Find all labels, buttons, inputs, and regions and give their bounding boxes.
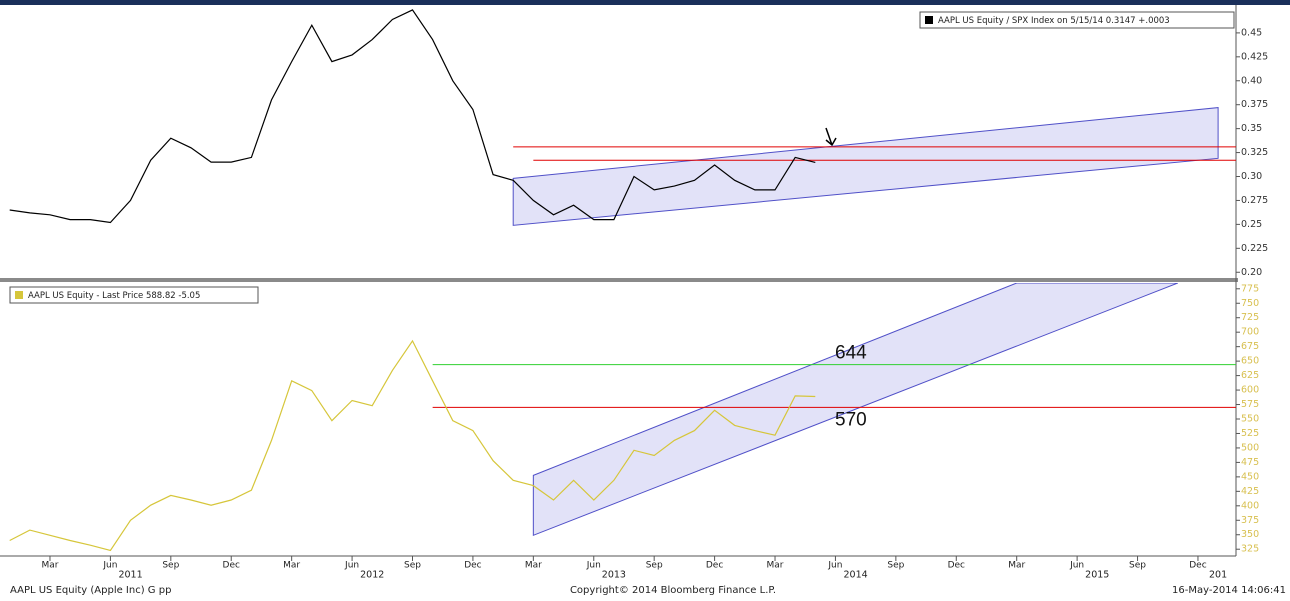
- x-tick-label: Mar: [767, 561, 784, 571]
- y-tick-label: 725: [1241, 312, 1259, 323]
- y-tick-label: 575: [1241, 399, 1259, 410]
- y-tick-label: 325: [1241, 544, 1259, 555]
- top-border: [0, 0, 1290, 5]
- x-tick-label: Jun: [586, 561, 601, 571]
- y-tick-label: 500: [1241, 442, 1259, 453]
- x-tick-label: Dec: [464, 561, 481, 571]
- x-tick-label: Sep: [1129, 561, 1146, 571]
- x-year-label: 2011: [118, 570, 142, 581]
- x-tick-label: Dec: [1189, 561, 1206, 571]
- arrow-annotation: [825, 127, 837, 147]
- x-tick-label: Sep: [887, 561, 904, 571]
- x-tick-label: Jun: [102, 561, 117, 571]
- x-tick-label: Jun: [1069, 561, 1084, 571]
- price-line: [9, 339, 816, 552]
- x-tick-label: Sep: [646, 561, 663, 571]
- y-tick-label: 0.45: [1241, 27, 1262, 38]
- y-tick-label: 0.25: [1241, 219, 1262, 230]
- trend-channel: [532, 283, 1179, 537]
- footer-right: 16-May-2014 14:06:41: [1172, 585, 1286, 596]
- y-tick-label: 525: [1241, 428, 1259, 439]
- x-tick-label: Sep: [162, 561, 179, 571]
- x-year-label: 2013: [602, 570, 626, 581]
- y-tick-label: 425: [1241, 486, 1259, 497]
- y-tick-label: 375: [1241, 515, 1259, 526]
- level-label: 570: [835, 409, 867, 430]
- x-tick-label: Mar: [1008, 561, 1025, 571]
- legend-label: AAPL US Equity / SPX Index on 5/15/14 0.…: [938, 16, 1170, 26]
- y-tick-label: 550: [1241, 414, 1259, 425]
- y-tick-label: 475: [1241, 457, 1259, 468]
- x-tick-label: Dec: [706, 561, 723, 571]
- x-year-label: 2015: [1085, 570, 1109, 581]
- x-tick-label: Jun: [827, 561, 842, 571]
- footer-left: AAPL US Equity (Apple Inc) G pp: [10, 585, 171, 596]
- y-tick-label: 0.30: [1241, 171, 1262, 182]
- x-tick-label: Mar: [283, 561, 300, 571]
- trend-channel: [512, 107, 1219, 226]
- y-tick-label: 0.20: [1241, 267, 1262, 278]
- y-tick-label: 600: [1241, 385, 1259, 396]
- x-tick-label: Jun: [344, 561, 359, 571]
- panel-divider: [0, 278, 1238, 282]
- x-tick-label: Mar: [525, 561, 542, 571]
- y-tick-label: 0.425: [1241, 51, 1268, 62]
- x-tick-label: Mar: [41, 561, 58, 571]
- x-tick-label: Dec: [948, 561, 965, 571]
- legend-label: AAPL US Equity - Last Price 588.82 -5.05: [28, 291, 200, 301]
- y-tick-label: 650: [1241, 356, 1259, 367]
- legend-swatch: [15, 291, 23, 299]
- plot-layer: 0.20 0.225 0.25 0.275 0.30 0.325 0.35 0.375 0.40…: [9, 9, 1268, 581]
- y-tick-label: 625: [1241, 370, 1259, 381]
- y-tick-label: 0.225: [1241, 243, 1268, 254]
- x-year-label: 201: [1209, 570, 1227, 581]
- legend-box: [919, 11, 1235, 29]
- level-label: 644: [835, 343, 867, 364]
- price-line: [9, 9, 816, 224]
- y-tick-label: 750: [1241, 298, 1259, 309]
- legend-swatch: [925, 16, 933, 24]
- x-year-label: 2014: [843, 570, 867, 581]
- y-tick-label: 0.40: [1241, 75, 1262, 86]
- x-tick-label: Sep: [404, 561, 421, 571]
- x-year-label: 2012: [360, 570, 384, 581]
- y-tick-label: 0.35: [1241, 123, 1262, 134]
- y-tick-label: 450: [1241, 471, 1259, 482]
- legend-box: [9, 286, 259, 304]
- y-tick-label: 700: [1241, 327, 1259, 338]
- y-tick-label: 350: [1241, 529, 1259, 540]
- x-tick-label: Dec: [223, 561, 240, 571]
- y-tick-label: 400: [1241, 500, 1259, 511]
- y-tick-label: 675: [1241, 341, 1259, 352]
- y-tick-label: 0.375: [1241, 99, 1268, 110]
- y-tick-label: 0.325: [1241, 147, 1268, 158]
- y-tick-label: 775: [1241, 283, 1259, 294]
- footer-center: Copyright© 2014 Bloomberg Finance L.P.: [570, 585, 776, 596]
- y-tick-label: 0.275: [1241, 195, 1268, 206]
